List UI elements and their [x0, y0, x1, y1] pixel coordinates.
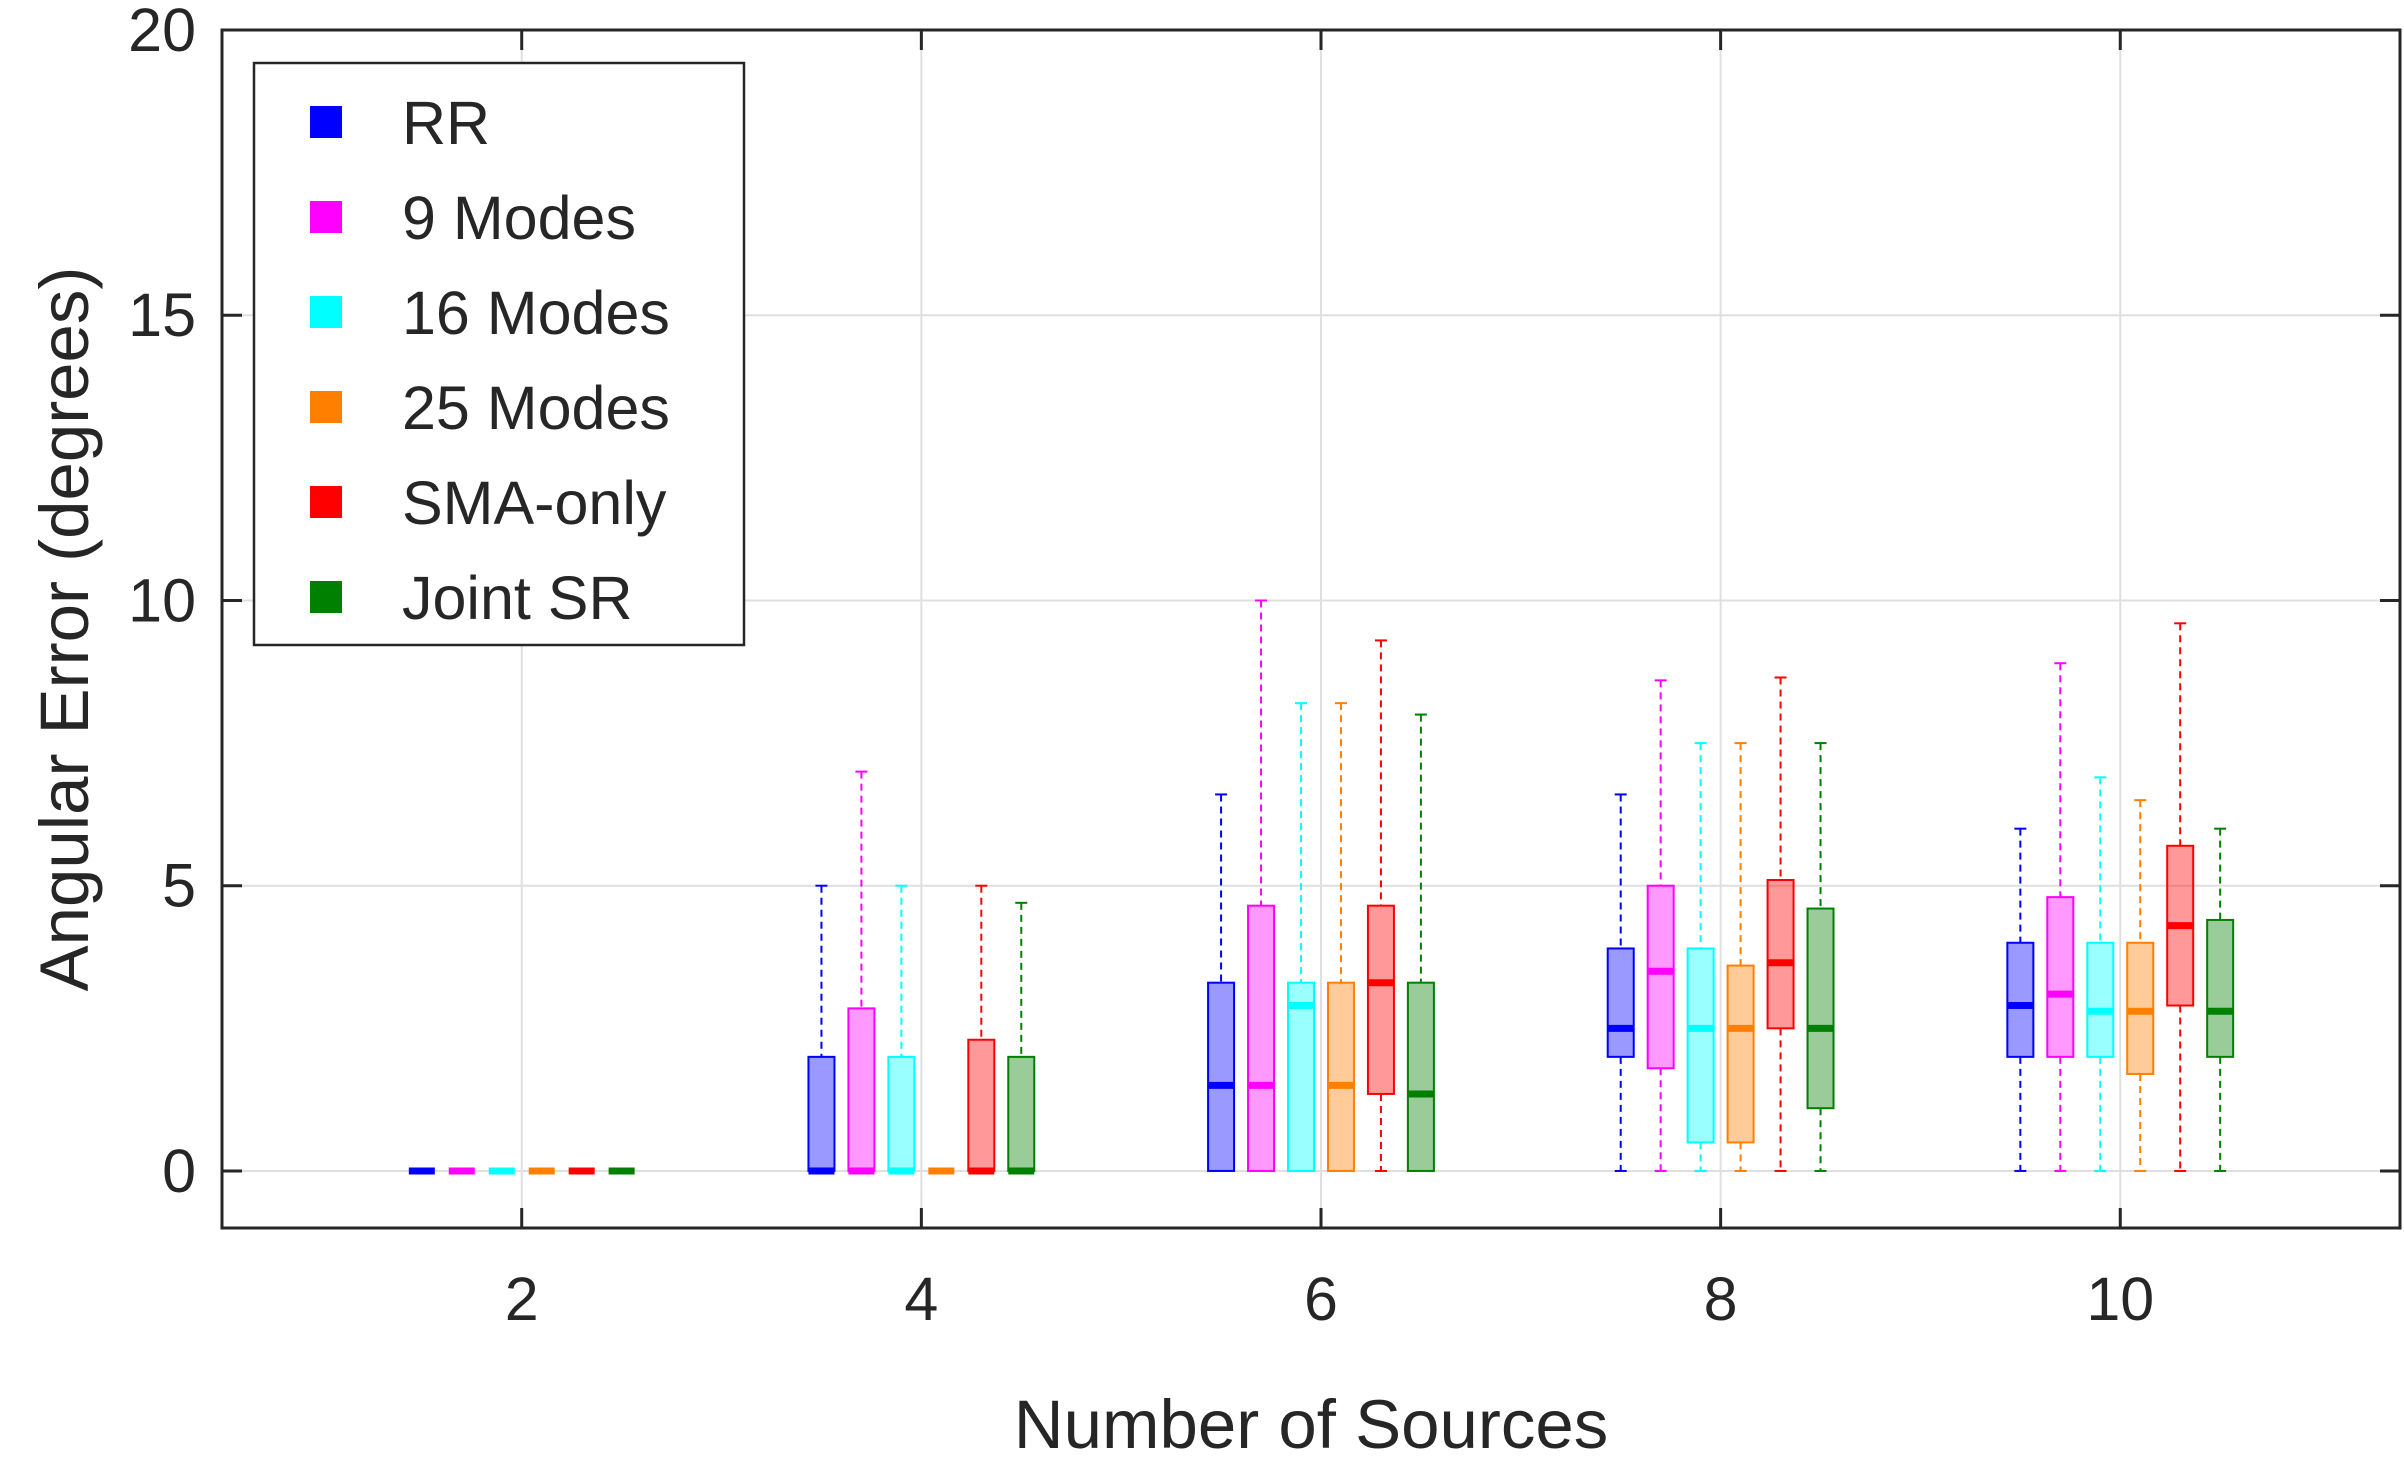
x-axis-label: Number of Sources: [1014, 1386, 1608, 1458]
y-axis-label: Angular Error (degrees): [26, 267, 103, 992]
box: [1007, 1055, 1036, 1172]
legend: RR 9 Modes 16 Modes 25 Modes SMA-only Joint S…: [252, 61, 746, 647]
x-tick-label: 6: [1304, 1265, 1338, 1333]
series-9-modes: [448, 599, 2075, 1175]
box-layer: [408, 599, 2235, 1175]
box: [1806, 907, 1835, 1110]
x-tick-label: 8: [1704, 1265, 1738, 1333]
box: [2006, 941, 2035, 1058]
box: [1406, 981, 1435, 1172]
y-tick-label: 0: [162, 1137, 196, 1205]
box: [1726, 964, 1755, 1144]
series-sma-only: [568, 622, 2195, 1175]
legend-swatch: [310, 201, 342, 233]
legend-label: Joint SR: [402, 564, 633, 632]
box: [1366, 904, 1395, 1095]
box: [1207, 981, 1236, 1172]
y-axis-ticks: 0 5 10 15 20: [128, 0, 2400, 1205]
y-tick-label: 5: [162, 852, 196, 920]
x-tick-label: 4: [904, 1265, 938, 1333]
legend-label: RR: [402, 89, 490, 157]
box: [2046, 896, 2075, 1058]
box: [967, 1038, 996, 1172]
y-tick-label: 15: [128, 281, 196, 349]
legend-label: SMA-only: [402, 469, 667, 537]
series-rr: [408, 793, 2035, 1175]
y-tick-label: 20: [128, 0, 196, 64]
box: [1247, 904, 1276, 1172]
series-16-modes: [488, 702, 2115, 1175]
box: [1606, 947, 1635, 1058]
y-tick-label: 10: [128, 566, 196, 634]
box: [847, 1007, 876, 1172]
series-joint-sr: [608, 713, 2235, 1175]
legend-swatch: [310, 391, 342, 423]
plot-frame: [220, 28, 2402, 1230]
box: [1766, 879, 1795, 1030]
legend-swatch: [310, 581, 342, 613]
box: [2086, 941, 2115, 1058]
box: [1287, 981, 1316, 1172]
box: [807, 1055, 836, 1172]
box: [2206, 918, 2235, 1058]
box: [1686, 947, 1715, 1144]
x-tick-label: 10: [2086, 1265, 2154, 1333]
x-tick-label: 2: [505, 1265, 539, 1333]
legend-swatch: [310, 296, 342, 328]
legend-label: 25 Modes: [402, 374, 670, 442]
box: [1646, 884, 1675, 1070]
legend-swatch: [310, 106, 342, 138]
legend-label: 9 Modes: [402, 184, 636, 252]
x-axis-ticks: 2 4 6 8 10: [505, 30, 2154, 1333]
series-25-modes: [528, 702, 2155, 1175]
legend-label: 16 Modes: [402, 279, 670, 347]
legend-box: [252, 61, 746, 647]
box: [1326, 981, 1355, 1172]
box: [887, 1055, 916, 1172]
legend-swatch: [310, 486, 342, 518]
